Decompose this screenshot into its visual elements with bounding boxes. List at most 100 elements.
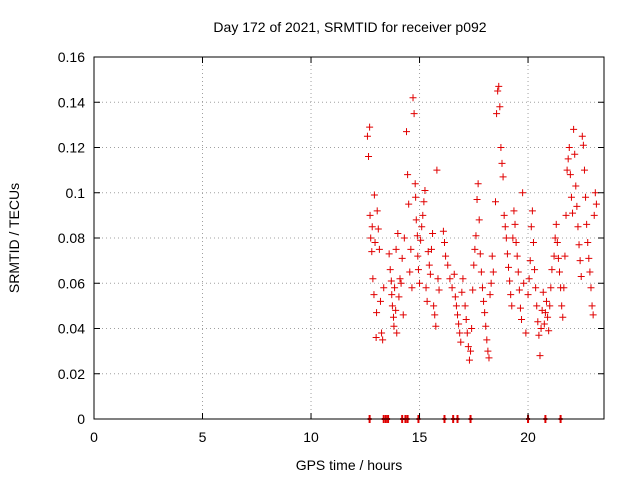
data-point [416, 279, 424, 287]
data-point [577, 272, 585, 280]
data-point [495, 82, 503, 90]
data-point [544, 313, 552, 321]
data-point [378, 329, 386, 337]
data-point [554, 254, 562, 262]
data-point [487, 279, 495, 287]
data-point [528, 207, 536, 215]
data-point [583, 220, 591, 228]
x-tick-label: 10 [303, 429, 319, 445]
data-point [475, 216, 483, 224]
data-point [400, 234, 408, 242]
data-point [434, 275, 442, 283]
data-point [388, 302, 396, 310]
data-point [392, 245, 400, 253]
data-point [491, 198, 499, 206]
data-point [515, 286, 523, 294]
data-point [510, 207, 518, 215]
data-point [370, 191, 378, 199]
data-point [575, 241, 583, 249]
data-point [444, 261, 452, 269]
data-point [585, 254, 593, 262]
data-point [547, 284, 555, 292]
data-point [426, 270, 434, 278]
data-point [478, 284, 486, 292]
data-point [465, 356, 473, 364]
data-point [412, 216, 420, 224]
data-point [484, 347, 492, 355]
y-tick-labels: 0 0.02 0.04 0.06 0.08 0.1 0.12 0.14 0.16 [58, 49, 85, 427]
data-point [467, 347, 475, 355]
data-point [394, 229, 402, 237]
data-point [536, 352, 544, 360]
data-point [578, 132, 586, 140]
data-point [567, 193, 575, 201]
data-point [468, 325, 476, 332]
data-point [541, 309, 549, 317]
data-point [556, 268, 564, 276]
data-points [363, 82, 600, 364]
data-point [373, 207, 381, 215]
x-tick-label: 5 [199, 429, 207, 445]
data-point [433, 166, 441, 174]
data-point [476, 250, 484, 258]
data-point [448, 284, 456, 292]
data-point [429, 229, 437, 237]
data-point [417, 236, 425, 244]
x-tick-label: 0 [90, 429, 98, 445]
data-point [582, 193, 590, 201]
data-point [374, 225, 382, 233]
data-point [572, 182, 580, 190]
data-point [373, 309, 381, 317]
data-point [558, 302, 566, 310]
data-point [419, 211, 427, 219]
data-point [524, 291, 532, 299]
data-point [370, 291, 378, 299]
data-point [488, 252, 496, 260]
grid-lines [94, 57, 604, 419]
data-point [397, 279, 405, 287]
data-point [435, 286, 443, 294]
y-tick-label: 0.16 [58, 49, 85, 65]
data-point [560, 284, 568, 292]
data-point [563, 166, 571, 174]
data-point [367, 234, 375, 242]
data-point [529, 239, 537, 247]
data-point [482, 322, 490, 330]
data-point [535, 331, 543, 339]
data-point [385, 250, 393, 258]
x-axis-label: GPS time / hours [296, 457, 403, 473]
data-point [464, 343, 472, 351]
data-point [481, 309, 489, 317]
data-point [507, 291, 515, 299]
data-point [458, 288, 466, 296]
data-point [398, 254, 406, 262]
data-point [590, 211, 598, 219]
data-point [412, 193, 420, 201]
data-point [506, 277, 514, 285]
data-point [494, 87, 502, 95]
x-tick-label: 20 [520, 429, 536, 445]
data-point [503, 250, 511, 258]
data-point [439, 227, 447, 235]
data-point [570, 125, 578, 133]
y-tick-label: 0.1 [66, 185, 86, 201]
data-point [469, 286, 477, 294]
data-point [421, 186, 429, 194]
data-point [425, 261, 433, 269]
data-point [454, 311, 462, 319]
data-point [537, 325, 545, 332]
data-point [519, 189, 527, 197]
data-point [375, 245, 383, 253]
data-point [474, 180, 482, 188]
data-point [534, 318, 542, 326]
data-point [485, 354, 493, 362]
data-point [368, 248, 376, 256]
data-point [457, 338, 465, 346]
data-point [387, 277, 395, 285]
data-point [462, 315, 470, 323]
data-point [369, 275, 377, 283]
data-point [463, 329, 471, 337]
data-point [418, 223, 426, 231]
data-point [472, 232, 480, 240]
data-point [579, 141, 587, 149]
